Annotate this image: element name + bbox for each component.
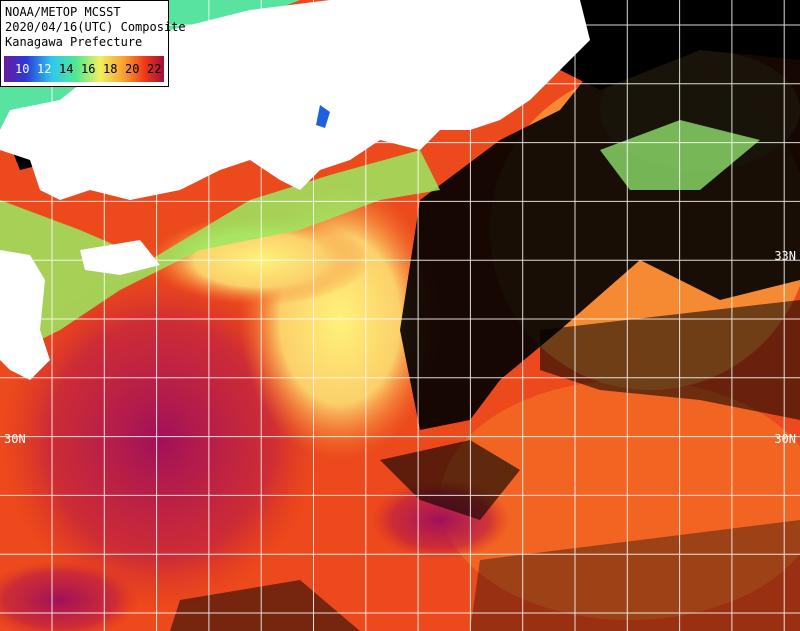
header-box: NOAA/METOP MCSST 2020/04/16(UTC) Composi… xyxy=(0,0,186,87)
header-line: NOAA/METOP MCSST xyxy=(5,5,121,19)
scale-label: 12 xyxy=(37,62,51,76)
latitude-label: 33N xyxy=(774,249,796,263)
longitude-label: 136E xyxy=(311,20,325,49)
scale-label: 20 xyxy=(125,62,139,76)
scale-label: 16 xyxy=(81,62,95,76)
scale-label: 18 xyxy=(103,62,117,76)
color-scale xyxy=(4,56,164,82)
scale-label: 22 xyxy=(147,62,161,76)
header-line: Kanagawa Prefecture xyxy=(5,35,142,49)
scale-label: 10 xyxy=(15,62,29,76)
header-line: 2020/04/16(UTC) Composite xyxy=(5,20,186,34)
latitude-label: 30N xyxy=(774,432,796,446)
latitude-label: 30N xyxy=(4,432,26,446)
scale-label: 14 xyxy=(59,62,73,76)
